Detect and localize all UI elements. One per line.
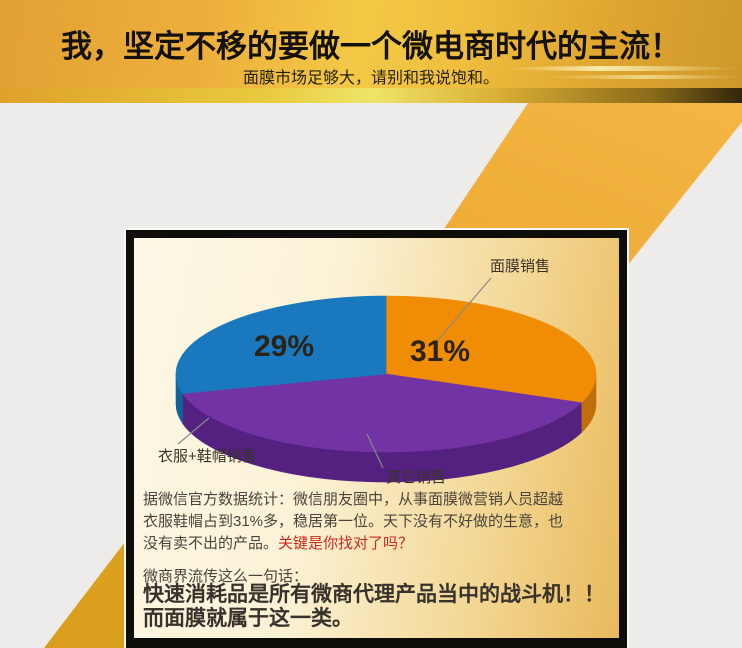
header-bottom-strip [0, 88, 742, 103]
pie-chart [175, 277, 597, 483]
quote-bold-line-1: 快速消耗品是所有微商代理产品当中的战斗机！！ [143, 583, 605, 606]
stats-line-1: 据微信官方数据统计：微信朋友圈中，从事面膜微营销人员超越 [143, 491, 564, 508]
stats-paragraph: 据微信官方数据统计：微信朋友圈中，从事面膜微营销人员超越 衣服鞋帽占到31%多，… [143, 489, 619, 555]
slice-percent-mask: 31% [410, 335, 471, 368]
stats-line-3: 没有卖不出的产品。 [143, 535, 279, 552]
chart-panel: 面膜销售 其它销售 衣服+鞋帽销售 31% 29% 据微信官方数据统计：微信朋友… [126, 230, 627, 648]
header-banner: 我，坚定不移的要做一个微电商时代的主流！ 面膜市场足够大，请别和我说饱和。 [0, 0, 742, 103]
slice-label-clothes-sales: 衣服+鞋帽销售 [158, 448, 257, 465]
quote-bold: 快速消耗品是所有微商代理产品当中的战斗机！！ 而面膜就属于这一类。 [143, 583, 623, 631]
page-title: 我，坚定不移的要做一个微电商时代的主流！ [61, 29, 681, 64]
stats-line-2: 衣服鞋帽占到31%多，稳居第一位。天下没有不好做的生意，也 [143, 513, 564, 530]
slice-percent-clothes: 29% [254, 330, 315, 363]
page-subtitle: 面膜市场足够大，请别和我说饱和。 [242, 70, 499, 87]
slice-label-other-sales: 其它销售 [386, 469, 447, 486]
quote-intro: 微商界流传这么一句话： [143, 568, 309, 585]
slice-label-mask-sales: 面膜销售 [490, 258, 551, 275]
stats-highlight-red: 关键是你找对了吗？ [278, 535, 414, 552]
quote-bold-line-2: 而面膜就属于这一类。 [143, 607, 353, 630]
